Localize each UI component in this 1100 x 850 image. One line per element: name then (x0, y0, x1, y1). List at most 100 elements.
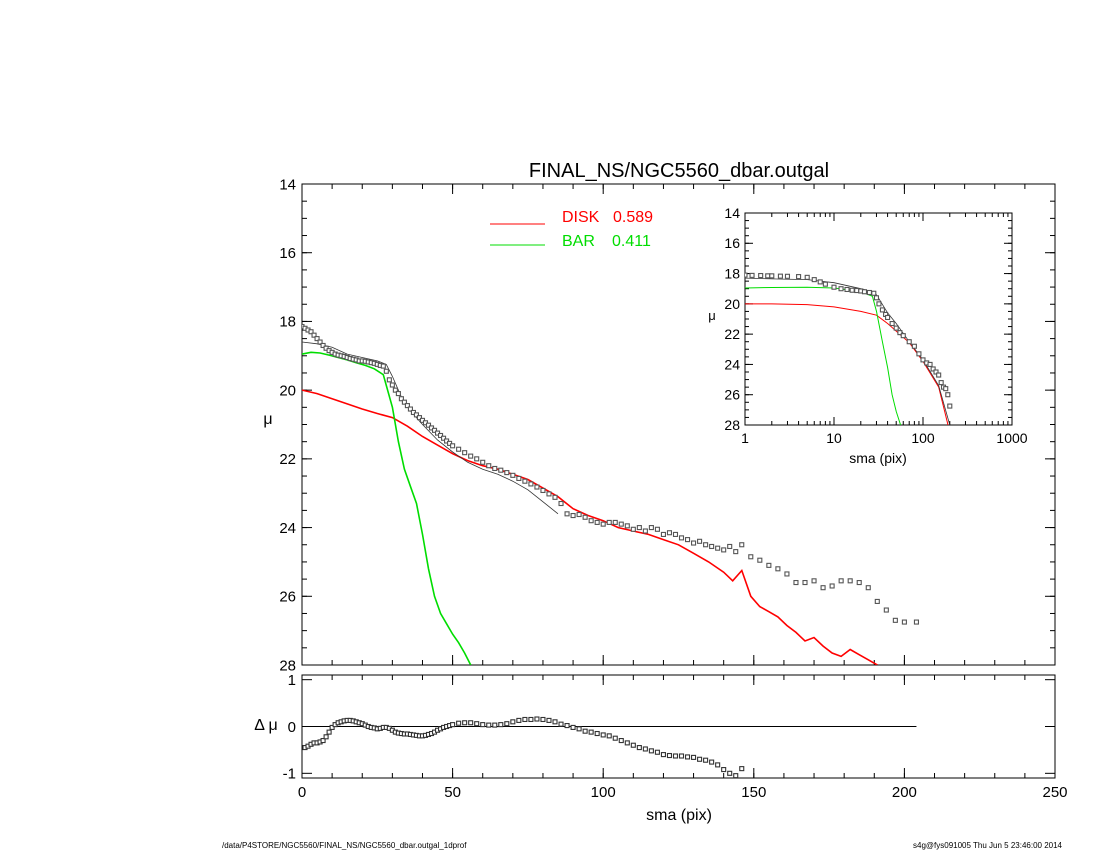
markers-marker (320, 737, 326, 744)
markers-marker (450, 443, 456, 449)
markers-marker (552, 494, 558, 500)
markers-marker (594, 730, 600, 737)
markers-marker (697, 538, 703, 544)
inset-log-panel: 14 16 18 20 22 24 26 281 10 100 1000 sma (pix) μ (708, 205, 1028, 466)
markers-marker (876, 301, 882, 307)
markers-marker (709, 543, 715, 550)
markers-marker (480, 459, 486, 465)
markers-marker (642, 746, 648, 752)
markers-marker (624, 523, 630, 529)
markers-marker (522, 716, 528, 723)
markers-marker (504, 721, 510, 727)
markers-marker (703, 757, 709, 763)
x-tick-label: 1000 (996, 430, 1027, 446)
markers-marker (660, 531, 666, 537)
markers-marker (856, 579, 862, 586)
markers-marker (666, 752, 673, 759)
markers-marker (691, 754, 697, 760)
markers-marker (486, 722, 492, 728)
y-tick-label: 28 (724, 417, 740, 433)
markers-marker (386, 377, 392, 383)
x-tick-label: 1 (741, 430, 749, 446)
markers-marker (594, 519, 600, 525)
y-tick-label: 1 (288, 672, 296, 689)
markers-marker (672, 753, 679, 759)
markers-marker (733, 549, 739, 555)
markers-marker (648, 748, 654, 754)
markers-marker (606, 519, 612, 525)
markers-marker (468, 720, 474, 726)
markers-marker (552, 719, 558, 725)
legend-disk-value: 0.589 (613, 209, 653, 226)
markers-marker (320, 342, 326, 349)
markers-marker (534, 716, 540, 722)
x-tick-label: 10 (826, 430, 842, 446)
x-tick-label: 100 (911, 430, 935, 446)
markers-marker (456, 446, 462, 452)
markers-marker (938, 380, 944, 386)
legend-bar-label: BAR (562, 233, 595, 250)
markers-marker (879, 307, 885, 313)
markers-marker (407, 406, 413, 412)
markers-marker (570, 724, 576, 730)
markers-marker (582, 728, 588, 734)
y-tick-label: 26 (724, 387, 740, 403)
markers-marker (630, 526, 636, 532)
markers-marker (811, 578, 817, 584)
markers-marker (889, 320, 895, 327)
x-tick-label: 100 (591, 784, 616, 801)
y-tick-label: 26 (279, 589, 296, 606)
markers-marker (715, 762, 721, 768)
legend-bar-value: 0.411 (612, 233, 651, 250)
markers-marker (389, 382, 395, 388)
markers-marker (911, 343, 917, 349)
y-tick-label: 22 (279, 451, 296, 468)
markers-marker (844, 286, 850, 293)
markers-marker (871, 290, 877, 296)
markers-marker (831, 284, 837, 290)
markers-marker (927, 361, 933, 367)
markers-marker (861, 289, 868, 295)
markers-marker (323, 734, 329, 740)
markers-marker (865, 585, 871, 591)
disk-line (745, 303, 949, 425)
markers-marker (691, 540, 697, 546)
markers-marker (766, 562, 772, 568)
markers-marker (900, 333, 906, 339)
markers-marker (757, 557, 763, 563)
markers-marker (546, 491, 552, 497)
markers-marker (383, 368, 389, 374)
disk-line (302, 389, 878, 665)
markers-marker (721, 767, 727, 773)
residual-series-group (302, 716, 917, 778)
footer-file-path: /data/P4STORE/NGC5560/FINAL_NS/NGC5560_d… (222, 841, 467, 850)
markers-marker (606, 733, 612, 739)
markers-marker (438, 432, 444, 439)
markers-marker (534, 484, 540, 490)
markers-marker (642, 528, 648, 534)
markers-marker (817, 279, 823, 285)
markers-marker (777, 273, 783, 279)
markers-marker (796, 274, 802, 280)
inset-xlabel: sma (pix) (849, 450, 907, 466)
y-tick-label: 20 (724, 296, 740, 312)
markers-marker (600, 732, 606, 738)
markers-marker (618, 521, 624, 527)
markers-marker (570, 512, 576, 519)
markers-marker (528, 481, 534, 487)
markers-marker (618, 737, 624, 744)
x-tick-label: 150 (741, 784, 766, 801)
markers-marker (727, 543, 733, 550)
markers-marker (811, 277, 817, 283)
legend: DISK 0.589 BAR 0.411 (490, 209, 653, 250)
inset-ylabel: μ (708, 308, 716, 323)
legend-disk-label: DISK (562, 209, 600, 226)
markers-marker (709, 759, 715, 765)
markers-marker (576, 511, 582, 518)
markers-marker (684, 754, 691, 760)
main-series-group (302, 324, 919, 665)
markers-marker (441, 435, 447, 441)
markers-marker (703, 542, 709, 548)
